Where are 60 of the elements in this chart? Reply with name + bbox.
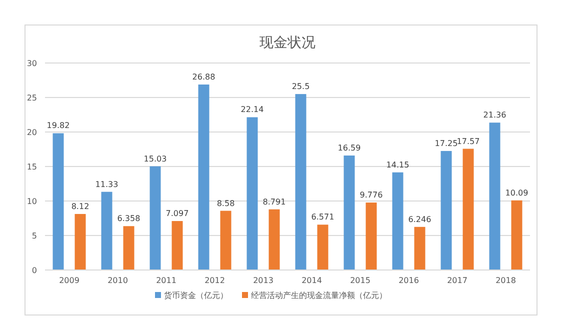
x-tick-label: 2015 (350, 276, 370, 285)
data-label: 11.33 (95, 180, 118, 189)
y-tick-label: 20 (26, 128, 37, 137)
bar (198, 84, 210, 270)
bar (101, 192, 112, 270)
y-tick-label: 15 (26, 162, 37, 172)
bar (172, 221, 183, 270)
x-tick-label: 2009 (59, 276, 80, 285)
chart-title: 现金状况 (260, 35, 316, 51)
x-tick-label: 2017 (447, 276, 468, 285)
bar (440, 150, 452, 270)
data-label: 6.246 (408, 214, 432, 224)
legend-label: 经营活动产生的现金流量净额（亿元） (251, 291, 387, 300)
x-tick-label: 2013 (253, 276, 274, 285)
data-label: 16.59 (338, 144, 361, 153)
x-tick-label: 2014 (302, 276, 322, 285)
data-label: 14.15 (386, 160, 410, 170)
bar (295, 94, 306, 270)
data-label: 26.88 (192, 72, 216, 82)
bar (392, 172, 404, 270)
bar (366, 202, 377, 270)
x-tick-label: 2018 (496, 276, 516, 285)
data-label: 8.58 (216, 198, 235, 208)
data-label: 9.776 (360, 190, 383, 200)
bar (317, 224, 328, 270)
bar (462, 148, 474, 270)
y-tick-label: 30 (26, 59, 37, 68)
y-tick-label: 25 (26, 94, 37, 102)
bar (74, 214, 86, 270)
data-label: 6.358 (117, 214, 140, 224)
data-label: 17.25 (434, 138, 458, 148)
y-tick-label: 10 (26, 197, 37, 206)
y-tick-label: 5 (32, 232, 37, 240)
bar (511, 200, 522, 270)
bar (268, 209, 280, 270)
x-tick-label: 2016 (398, 276, 419, 285)
data-label: 21.36 (483, 110, 506, 120)
bar (220, 210, 232, 270)
bar (489, 122, 500, 270)
data-label: 8.12 (71, 202, 90, 211)
data-label: 25.5 (292, 82, 310, 92)
y-tick-label: 0 (32, 266, 37, 275)
data-label: 15.03 (144, 154, 167, 164)
data-label: 7.097 (166, 209, 189, 218)
bar (123, 226, 134, 270)
bar (52, 133, 64, 270)
bar (344, 156, 355, 270)
data-label: 8.791 (262, 197, 286, 206)
x-tick-label: 2012 (204, 276, 225, 285)
bar (246, 117, 258, 270)
legend-label: 货币资金（亿元） (164, 291, 228, 300)
x-tick-label: 2011 (156, 276, 176, 285)
bar (414, 226, 426, 270)
data-label: 19.82 (46, 121, 70, 130)
x-tick-label: 2010 (108, 276, 128, 285)
data-label: 22.14 (240, 105, 264, 114)
data-label: 6.571 (311, 212, 334, 222)
bar (150, 166, 161, 270)
data-label: 17.57 (456, 136, 480, 146)
data-label: 10.09 (505, 188, 528, 198)
